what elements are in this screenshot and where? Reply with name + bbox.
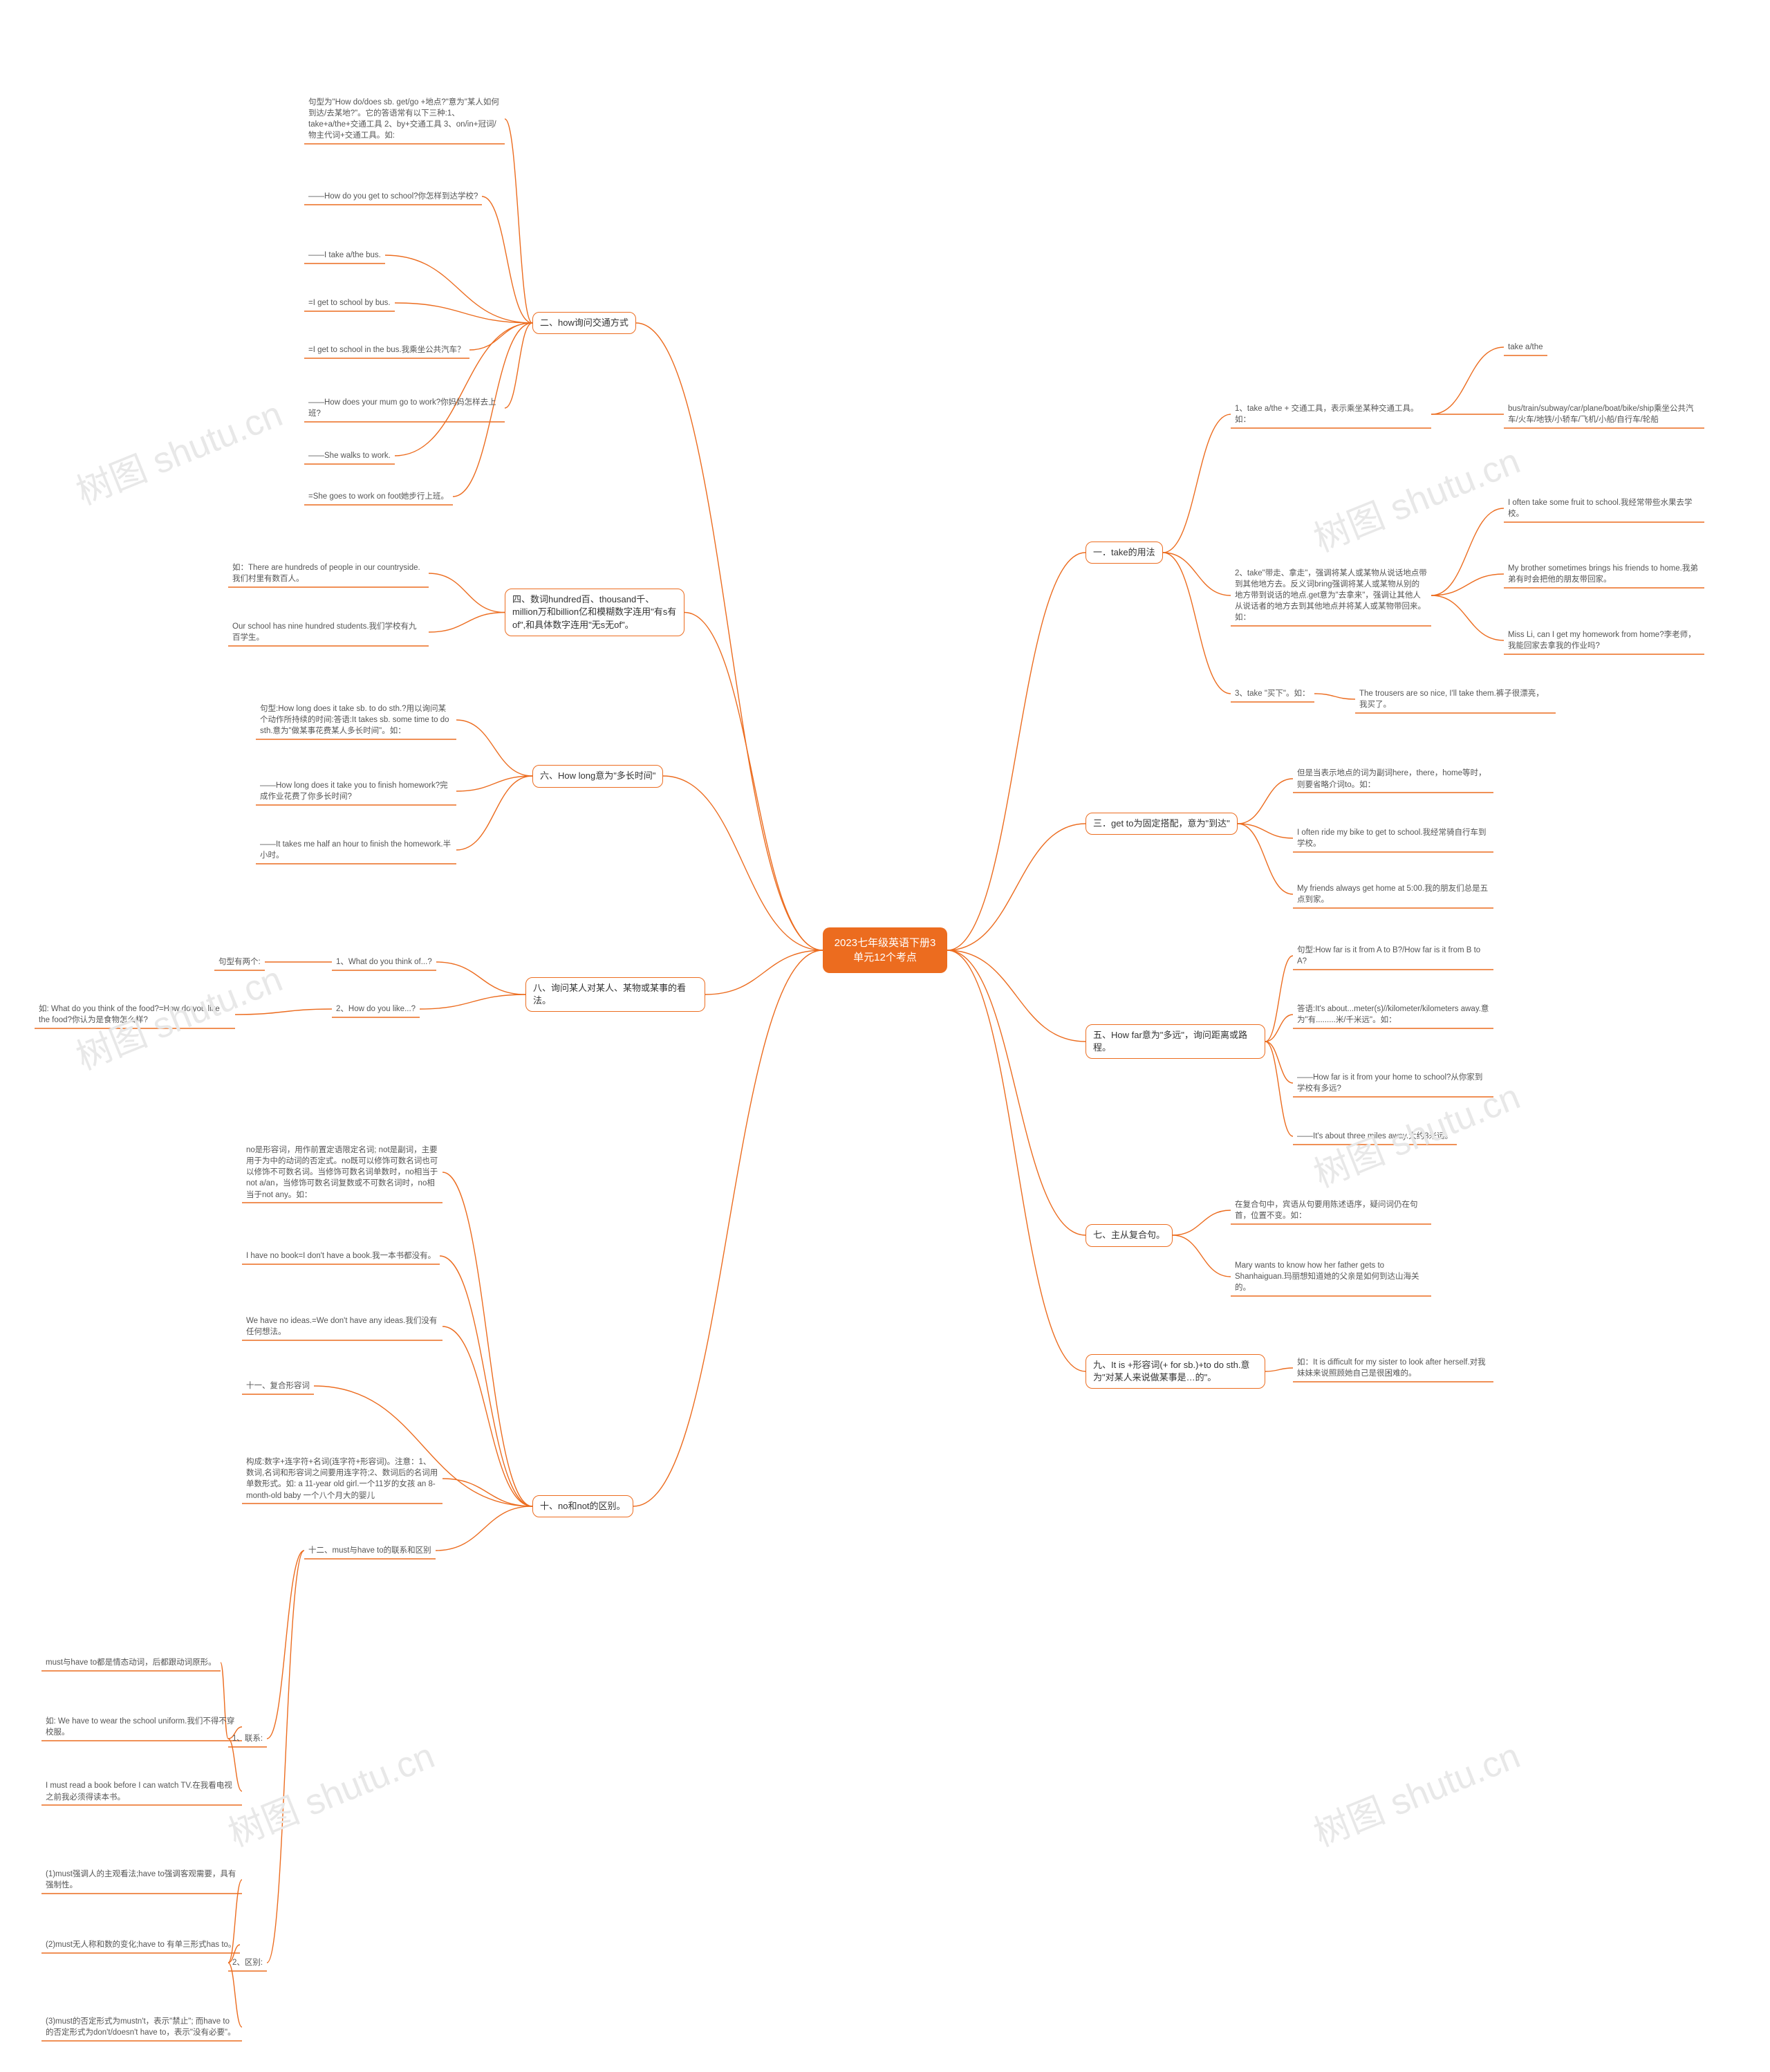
leaf: Mary wants to know how her father gets t… xyxy=(1231,1257,1431,1296)
branch-how-transport: 二、how询问交通方式 xyxy=(532,312,636,334)
leaf: =I get to school in the bus.我乘坐公共汽车？ xyxy=(304,342,469,358)
leaf: ——It takes me half an hour to finish the… xyxy=(256,836,456,864)
branch-no-not: 十、no和not的区别。 xyxy=(532,1495,633,1517)
mindmap-canvas: 2023七年级英语下册3单元12个考点 一．take的用法 三．get to为固… xyxy=(0,0,1770,2072)
leaf: 1、What do you think of...? xyxy=(332,954,436,970)
leaf: 句型:How long does it take sb. to do sth.?… xyxy=(256,701,456,739)
leaf: I often take some fruit to school.我经常带些水… xyxy=(1504,494,1704,522)
branch-how-long: 六、How long意为"多长时间" xyxy=(532,765,663,787)
leaf: bus/train/subway/car/plane/boat/bike/shi… xyxy=(1504,400,1704,428)
leaf: 如：It is difficult for my sister to look … xyxy=(1293,1354,1493,1382)
leaf: 1、take a/the + 交通工具，表示乘坐某种交通工具。如： xyxy=(1231,400,1431,428)
leaf: ——She walks to work. xyxy=(304,447,395,464)
branch-how-far: 五、How far意为"多远"，询问距离或路程。 xyxy=(1086,1024,1265,1059)
branch-ask-opinion: 八、询问某人对某人、某物或某事的看法。 xyxy=(525,977,705,1012)
leaf: 句型:How far is it from A to B?/How far is… xyxy=(1293,942,1493,970)
leaf: 如：There are hundreds of people in our co… xyxy=(228,559,429,587)
branch-complex-sentence: 七、主从复合句。 xyxy=(1086,1224,1173,1246)
leaf: (3)must的否定形式为mustn't，表示"禁止"; 而have to 的否… xyxy=(41,2013,242,2041)
leaf: Our school has nine hundred students.我们学… xyxy=(228,618,429,646)
leaf: ——I take a/the bus. xyxy=(304,247,385,263)
leaf: no是形容词，用作前置定语限定名词; not是副词，主要用于为中的动词的否定式。… xyxy=(242,1142,442,1203)
leaf: ——How long does it take you to finish ho… xyxy=(256,777,456,805)
leaf: We have no ideas.=We don't have any idea… xyxy=(242,1313,442,1340)
leaf: I have no book=I don't have a book.我一本书都… xyxy=(242,1248,440,1264)
branch-it-is-adj: 九、It is +形容词(+ for sb.)+to do sth.意为"对某人… xyxy=(1086,1354,1265,1389)
leaf: 如: What do you think of the food?=How do… xyxy=(35,1001,235,1028)
leaf: 3、take "买下"。如： xyxy=(1231,685,1314,702)
leaf: I must read a book before I can watch TV… xyxy=(41,1777,242,1805)
watermark: 树图 shutu.cn xyxy=(1305,1727,1526,1857)
branch-numbers: 四、数词hundred百、thousand千、million万和billion亿… xyxy=(505,589,684,636)
leaf: 2、How do you like...? xyxy=(332,1001,420,1017)
leaf: 十二、must与have to的联系和区别 xyxy=(304,1542,436,1559)
leaf: 构成:数字+连字符+名词(连字符+形容词)。注意：1、数词,名词和形容词之间要用… xyxy=(242,1454,442,1504)
leaf: 如: We have to wear the school uniform.我们… xyxy=(41,1713,242,1741)
leaf: =She goes to work on foot她步行上班。 xyxy=(304,488,453,505)
root-node: 2023七年级英语下册3单元12个考点 xyxy=(823,927,947,973)
leaf: 2、take"带走、拿走"，强调将某人或某物从说话地点带到其他地方去。反义词br… xyxy=(1231,565,1431,626)
connector-layer xyxy=(0,0,1770,2072)
watermark: 树图 shutu.cn xyxy=(67,385,288,515)
leaf: ——How far is it from your home to school… xyxy=(1293,1069,1493,1097)
leaf: 2、区别: xyxy=(228,1954,267,1971)
leaf: (2)must无人称和数的变化;have to 有单三形式has to。 xyxy=(41,1936,240,1953)
leaf: =I get to school by bus. xyxy=(304,295,395,311)
leaf: 句型为"How do/does sb. get/go +地点?"意为"某人如何到… xyxy=(304,94,505,144)
leaf: 在复合句中，宾语从句要用陈述语序，疑问词仍在句首，位置不变。如： xyxy=(1231,1196,1431,1224)
watermark: 树图 shutu.cn xyxy=(1305,432,1526,562)
leaf: 句型有两个: xyxy=(214,954,265,970)
leaf: ——How does your mum go to work?你妈妈怎样去上班? xyxy=(304,394,505,422)
leaf: must与have to都是情态动词，后都跟动词原形。 xyxy=(41,1654,221,1671)
leaf: 但是当表示地点的词为副词here，there，home等时，则要省略介词to。如… xyxy=(1293,765,1493,793)
branch-get-to: 三．get to为固定搭配，意为"到达" xyxy=(1086,813,1238,835)
leaf: 答语:It's about...meter(s)//kilometer/kilo… xyxy=(1293,1001,1493,1028)
leaf: The trousers are so nice, I'll take them… xyxy=(1355,685,1556,713)
leaf: My brother sometimes brings his friends … xyxy=(1504,560,1704,588)
leaf: (1)must强调人的主观看法;have to强调客观需要，具有强制性。 xyxy=(41,1866,242,1894)
leaf: Miss Li, can I get my homework from home… xyxy=(1504,627,1704,654)
branch-take: 一．take的用法 xyxy=(1086,542,1163,564)
leaf: ——It's about three miles away.大约3米远。 xyxy=(1293,1128,1457,1145)
leaf: ——How do you get to school?你怎样到达学校? xyxy=(304,188,482,205)
leaf: 十一、复合形容词 xyxy=(242,1378,314,1394)
leaf: My friends always get home at 5:00.我的朋友们… xyxy=(1293,880,1493,908)
leaf: take a/the xyxy=(1504,339,1547,355)
leaf: I often ride my bike to get to school.我经… xyxy=(1293,824,1493,852)
